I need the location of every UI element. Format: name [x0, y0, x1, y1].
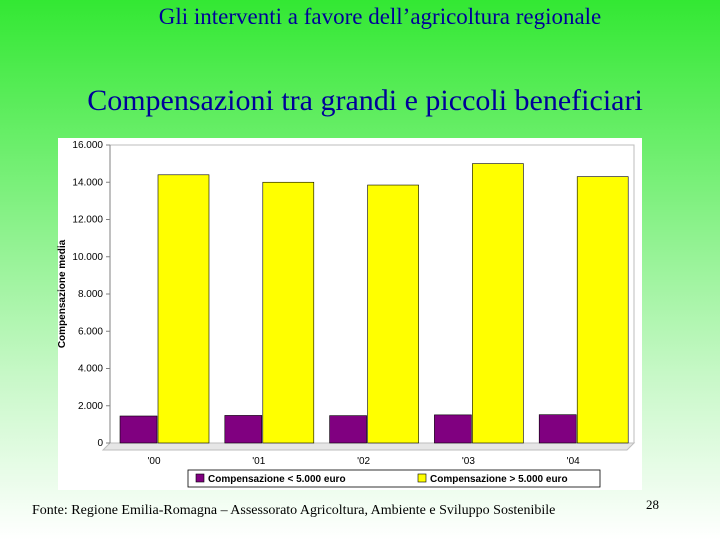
plot-floor: [101, 442, 636, 451]
chart-title: Compensazioni tra grandi e piccoli benef…: [87, 84, 643, 117]
legend-box: [187, 469, 601, 488]
bar-large-beneficiaries: [262, 181, 315, 444]
y-tick-label: 14.000: [72, 177, 103, 188]
bar-large-beneficiaries: [472, 163, 524, 444]
x-tick-label: '01: [252, 456, 265, 467]
page-number: 28: [646, 497, 659, 512]
x-tick-label: '03: [462, 456, 475, 467]
bar-large-beneficiaries: [576, 176, 629, 444]
x-tick-label: '02: [357, 456, 370, 467]
x-tick-label: '00: [147, 456, 160, 467]
y-tick-label: 0: [97, 438, 103, 449]
y-tick-label: 6.000: [78, 326, 103, 337]
bar-small-beneficiaries: [538, 414, 577, 444]
legend-label: Compensazione < 5.000 euro: [208, 474, 346, 485]
y-tick-label: 12.000: [72, 215, 103, 226]
source-note: Fonte: Regione Emilia-Romagna – Assessor…: [32, 503, 556, 518]
y-tick-label: 8.000: [78, 289, 103, 300]
header-title: Gli interventi a favore dell’agricoltura…: [158, 4, 602, 29]
bar-small-beneficiaries: [224, 415, 263, 444]
bar-small-beneficiaries: [119, 415, 158, 444]
bar-small-beneficiaries: [434, 414, 472, 444]
x-tick-label: '04: [567, 456, 580, 467]
bar-small-beneficiaries: [329, 415, 367, 444]
y-tick-label: 10.000: [72, 252, 103, 263]
y-tick-label: 4.000: [78, 364, 103, 375]
legend-label: Compensazione > 5.000 euro: [430, 474, 568, 485]
legend-swatch-large: [417, 473, 427, 483]
y-tick-label: 2.000: [78, 401, 103, 412]
legend-swatch-small: [195, 473, 205, 483]
y-axis-label: Compensazione media: [57, 239, 68, 348]
bar-large-beneficiaries: [157, 174, 210, 444]
bar-large-beneficiaries: [367, 184, 419, 444]
y-tick-label: 16.000: [72, 140, 103, 151]
